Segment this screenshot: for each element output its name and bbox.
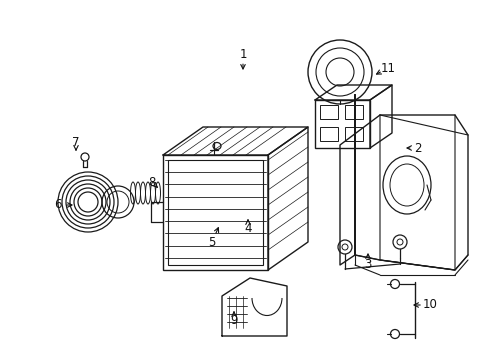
Bar	[319, 127, 337, 141]
Bar	[314, 100, 369, 148]
Text: 5: 5	[208, 235, 215, 248]
Text: 1: 1	[239, 49, 246, 62]
Text: 3: 3	[364, 258, 371, 271]
Text: 2: 2	[413, 141, 421, 154]
Text: 4: 4	[244, 221, 251, 234]
Bar	[319, 105, 337, 119]
Bar	[345, 105, 362, 119]
Bar	[168, 160, 263, 265]
Bar	[345, 127, 362, 141]
Text: 6: 6	[54, 198, 61, 211]
Text: 9: 9	[230, 314, 237, 327]
Text: 7: 7	[72, 135, 80, 148]
Text: 11: 11	[380, 62, 395, 75]
Bar	[163, 155, 267, 270]
Text: 8: 8	[148, 175, 155, 189]
Text: 10: 10	[422, 298, 437, 311]
